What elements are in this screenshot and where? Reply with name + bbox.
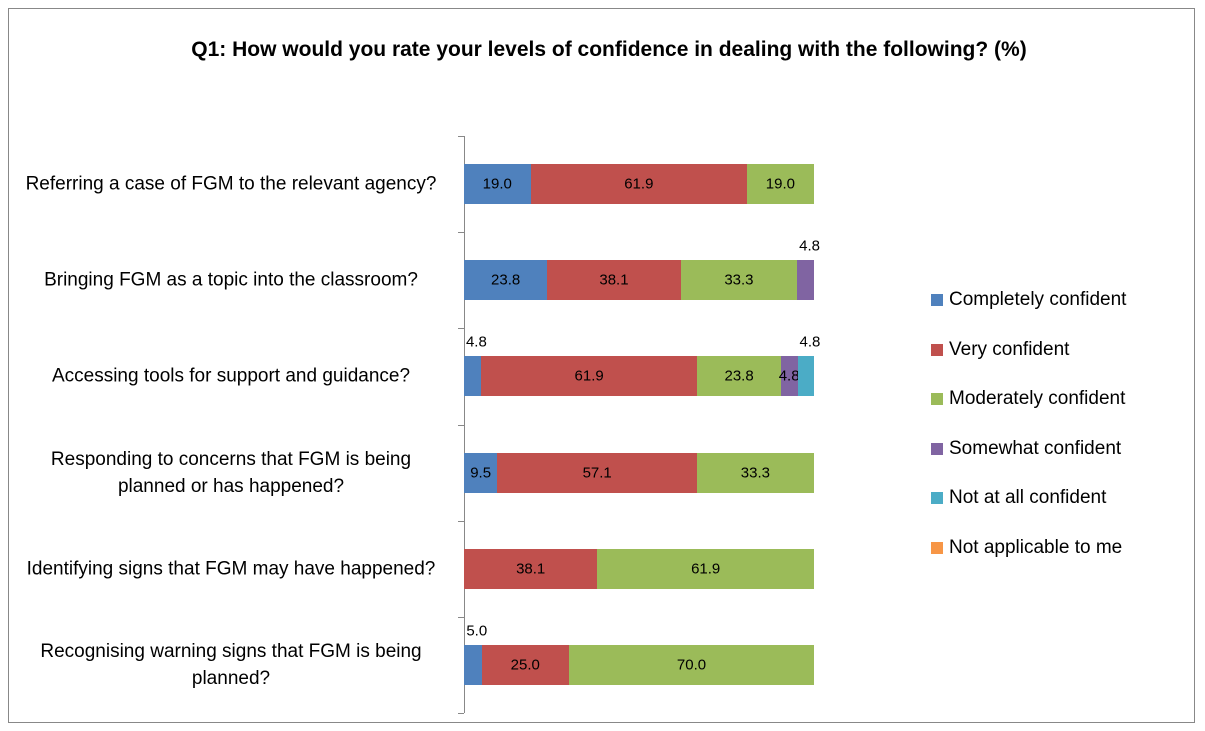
data-label: 57.1 [582, 464, 612, 482]
legend-label: Moderately confident [949, 388, 1126, 409]
data-label: 70.0 [676, 656, 707, 674]
legend-swatch [931, 492, 943, 504]
bar-segment [481, 644, 569, 685]
data-label: 4.8 [465, 333, 487, 351]
bar-segment [547, 260, 681, 301]
bar-segment [747, 164, 814, 205]
bar-segment [680, 260, 798, 301]
legend-item: Somewhat confident [931, 438, 1121, 460]
data-label: 9.5 [470, 464, 492, 482]
category-label: Recognising warning signs that FGM is be… [40, 640, 422, 689]
bar-segment [597, 548, 814, 589]
data-label: 4.8 [799, 237, 821, 255]
data-label: 5.0 [466, 622, 488, 640]
y-tick [458, 424, 464, 426]
legend-item: Not applicable to me [931, 537, 1122, 559]
y-tick [458, 328, 464, 330]
category-label: Responding to concerns that FGM is being… [50, 448, 412, 497]
bar-segment [569, 644, 814, 685]
category-label: Accessing tools for support and guidance… [51, 365, 411, 387]
data-label: 33.3 [740, 464, 770, 482]
legend-item: Completely confident [931, 289, 1126, 311]
bar-segment [797, 260, 814, 301]
y-tick [458, 713, 464, 714]
chart: Q1: How would you rate your levels of co… [8, 8, 1195, 723]
data-label: 4.8 [778, 367, 800, 385]
bar-segment [497, 452, 698, 493]
bar-segment [464, 260, 548, 301]
bar-segment [464, 548, 598, 589]
bar-segment [697, 356, 781, 397]
legend-label: Very confident [949, 338, 1070, 360]
y-axis [464, 136, 465, 713]
data-label: 61.9 [691, 560, 721, 578]
y-tick [458, 616, 464, 618]
legend-swatch [931, 442, 943, 455]
legend-label: Somewhat confident [949, 437, 1122, 459]
y-tick [458, 232, 464, 234]
data-label: 38.1 [599, 271, 629, 289]
data-label: 4.8 [799, 333, 821, 351]
bar-segment [464, 452, 498, 493]
data-label: 61.9 [624, 175, 654, 193]
legend-swatch [931, 393, 943, 405]
legend-label: Completely confident [949, 289, 1127, 310]
legend-swatch [931, 343, 943, 356]
data-label: 19.0 [765, 175, 795, 193]
data-label: 19.0 [482, 175, 512, 193]
data-label: 33.3 [724, 271, 754, 289]
legend-item: Moderately confident [931, 388, 1125, 410]
data-label: 38.1 [516, 560, 546, 578]
legend-swatch [931, 294, 943, 306]
legend-label: Not at all confident [949, 487, 1107, 508]
category-label: Bringing FGM as a topic into the classro… [44, 269, 418, 291]
legend-item: Not at all confident [931, 487, 1106, 509]
y-tick [458, 520, 464, 522]
bar-segment [464, 644, 482, 685]
legend-item: Very confident [931, 339, 1069, 361]
legend-swatch [931, 541, 943, 554]
bar-segment [464, 164, 531, 205]
bar-segment [464, 356, 481, 397]
bar-segment [480, 356, 698, 397]
bar-segment [797, 356, 815, 397]
chart-title: Q1: How would you rate your levels of co… [191, 38, 1027, 61]
data-label: 23.8 [491, 271, 521, 289]
bar-segment [530, 164, 748, 205]
data-label: 23.8 [724, 367, 754, 385]
category-label: Identifying signs that FGM may have happ… [26, 558, 436, 580]
data-label: 25.0 [510, 656, 540, 674]
legend-label: Not applicable to me [949, 536, 1123, 558]
data-label: 61.9 [574, 367, 604, 385]
y-tick [458, 136, 464, 137]
category-label: Referring a case of FGM to the relevant … [25, 173, 437, 195]
bar-segment [780, 356, 798, 397]
bar-segment [697, 452, 814, 493]
